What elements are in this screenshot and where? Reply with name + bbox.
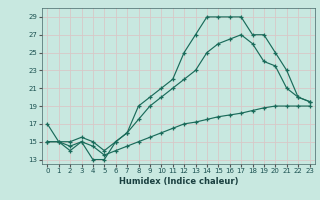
X-axis label: Humidex (Indice chaleur): Humidex (Indice chaleur) <box>119 177 238 186</box>
